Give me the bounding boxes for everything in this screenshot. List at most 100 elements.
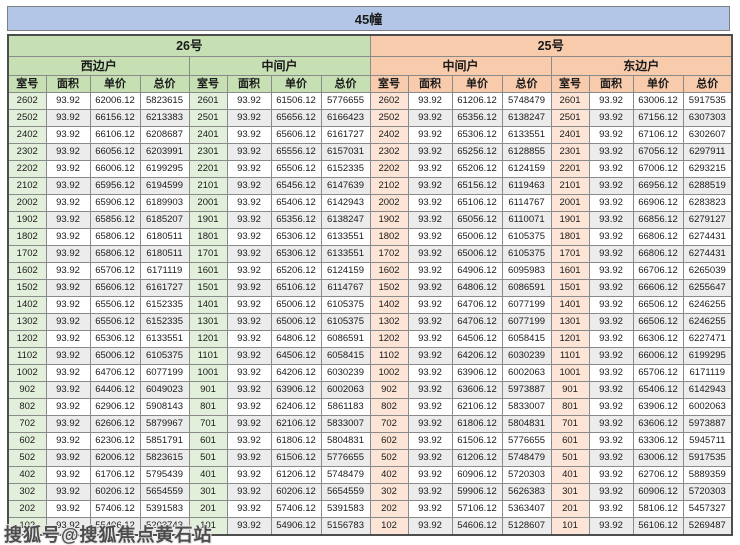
- unit-price-cell: 63906.12: [270, 381, 322, 399]
- table-row: 2102 93.92 65956.12 6194599 2101 93.92 65456.1…: [7, 177, 733, 195]
- area-cell: 93.92: [407, 126, 453, 144]
- unit-price-cell: 59906.12: [451, 483, 503, 501]
- total-price-cell: 5391583: [139, 500, 190, 518]
- table-row: 1902 93.92 65856.12 6185207 1901 93.92 65356.1…: [7, 211, 733, 229]
- unit-price-cell: 64806.12: [451, 279, 503, 297]
- total-price-cell: 5917535: [682, 449, 733, 467]
- total-price-cell: 5203743: [139, 517, 190, 536]
- area-cell: 93.92: [45, 415, 91, 433]
- room-cell: 2102: [7, 177, 47, 195]
- area-cell: 93.92: [226, 517, 272, 536]
- table-row: 1602 93.92 65706.12 6171119 1601 93.92 65206.1…: [7, 262, 733, 280]
- total-price-cell: 6227471: [682, 330, 733, 348]
- unit-price-cell: 57406.12: [270, 500, 322, 518]
- room-cell: 902: [7, 381, 47, 399]
- unit-price-cell: 65006.12: [89, 347, 141, 365]
- room-cell: 602: [369, 432, 409, 450]
- total-price-cell: 6161727: [139, 279, 190, 297]
- area-cell: 93.92: [45, 381, 91, 399]
- area-cell: 93.92: [226, 194, 272, 212]
- unit-price-cell: 54906.12: [270, 517, 322, 536]
- area-cell: 93.92: [588, 398, 634, 416]
- room-cell: 1302: [369, 313, 409, 331]
- total-price-cell: 6152335: [139, 313, 190, 331]
- area-cell: 93.92: [588, 92, 634, 110]
- column-header-row: 室号 面积 单价 总价 室号 面积 单价 总价 室号 面积 单价 总价 室号 面积 单价 总价: [7, 75, 733, 93]
- total-price-cell: 6283823: [682, 194, 733, 212]
- unit-price-cell: 65706.12: [89, 262, 141, 280]
- total-price-cell: 5720303: [682, 483, 733, 501]
- area-cell: 93.92: [407, 92, 453, 110]
- total-price-cell: 6133551: [139, 330, 190, 348]
- total-price-cell: 5861183: [320, 398, 371, 416]
- total-price-cell: 5626383: [501, 483, 552, 501]
- unit-price-cell: 65006.12: [270, 313, 322, 331]
- total-price-cell: 6157031: [320, 143, 371, 161]
- area-cell: 93.92: [226, 500, 272, 518]
- area-cell: 93.92: [588, 228, 634, 246]
- area-cell: 93.92: [407, 449, 453, 467]
- area-cell: 93.92: [226, 245, 272, 263]
- unit-price-cell: 61706.12: [89, 466, 141, 484]
- area-cell: 93.92: [45, 296, 91, 314]
- unit-price-cell: 65856.12: [89, 211, 141, 229]
- unit-price-cell: 66056.12: [89, 143, 141, 161]
- unit-price-cell: 58106.12: [632, 500, 684, 518]
- area-cell: 93.92: [45, 126, 91, 144]
- unit-price-cell: 61506.12: [270, 92, 322, 110]
- area-cell: 93.92: [588, 211, 634, 229]
- table-row: 1202 93.92 65306.12 6133551 1201 93.92 64806.1…: [7, 330, 733, 348]
- total-price-cell: 6274431: [682, 228, 733, 246]
- total-price-cell: 6077199: [139, 364, 190, 382]
- total-price-cell: 6114767: [501, 194, 552, 212]
- area-cell: 93.92: [226, 296, 272, 314]
- table-row: 602 93.92 62306.12 5851791 601 93.92 61806.12 5…: [7, 432, 733, 450]
- table-row: 1702 93.92 65806.12 6180511 1701 93.92 65306.1…: [7, 245, 733, 263]
- area-cell: 93.92: [588, 245, 634, 263]
- area-cell: 93.92: [588, 296, 634, 314]
- unit-price-cell: 66306.12: [632, 330, 684, 348]
- room-cell: 2001: [550, 194, 590, 212]
- room-cell: 1701: [550, 245, 590, 263]
- price-table-body: 2602 93.92 62006.12 5823615 2601 93.92 61506.1…: [7, 92, 733, 536]
- total-price-cell: 6058415: [501, 330, 552, 348]
- room-cell: 1102: [369, 347, 409, 365]
- area-cell: 93.92: [45, 500, 91, 518]
- unit-price-cell: 66706.12: [632, 262, 684, 280]
- total-price-cell: 6199295: [682, 347, 733, 365]
- area-cell: 93.92: [45, 449, 91, 467]
- total-price-cell: 6194599: [139, 177, 190, 195]
- total-price-cell: 6171119: [139, 262, 190, 280]
- area-cell: 93.92: [407, 466, 453, 484]
- area-cell: 93.92: [226, 381, 272, 399]
- room-cell: 301: [188, 483, 228, 501]
- total-price-cell: 5457327: [682, 500, 733, 518]
- area-cell: 93.92: [588, 279, 634, 297]
- room-cell: 2101: [550, 177, 590, 195]
- unit-price-cell: 64206.12: [451, 347, 503, 365]
- room-cell: 502: [369, 449, 409, 467]
- area-cell: 93.92: [226, 160, 272, 178]
- total-price-cell: 5776655: [501, 432, 552, 450]
- unit-price-cell: 57406.12: [89, 500, 141, 518]
- total-price-cell: 6208687: [139, 126, 190, 144]
- room-cell: 1102: [7, 347, 47, 365]
- unit-price-cell: 60206.12: [270, 483, 322, 501]
- total-price-cell: 6114767: [320, 279, 371, 297]
- section-header-25: 25号: [369, 34, 733, 57]
- unit-price-cell: 57106.12: [451, 500, 503, 518]
- area-cell: 93.92: [407, 279, 453, 297]
- total-price-cell: 5851791: [139, 432, 190, 450]
- room-cell: 901: [188, 381, 228, 399]
- room-cell: 1001: [188, 364, 228, 382]
- total-price-cell: 6274431: [682, 245, 733, 263]
- column-header: 单价: [270, 75, 322, 93]
- table-row: 302 93.92 60206.12 5654559 301 93.92 60206.12 5…: [7, 483, 733, 501]
- unit-price-cell: 65006.12: [451, 245, 503, 263]
- unit-price-cell: 65306.12: [270, 245, 322, 263]
- room-cell: 802: [7, 398, 47, 416]
- total-price-cell: 6307303: [682, 109, 733, 127]
- total-price-cell: 6030239: [501, 347, 552, 365]
- area-cell: 93.92: [407, 398, 453, 416]
- room-cell: 2601: [188, 92, 228, 110]
